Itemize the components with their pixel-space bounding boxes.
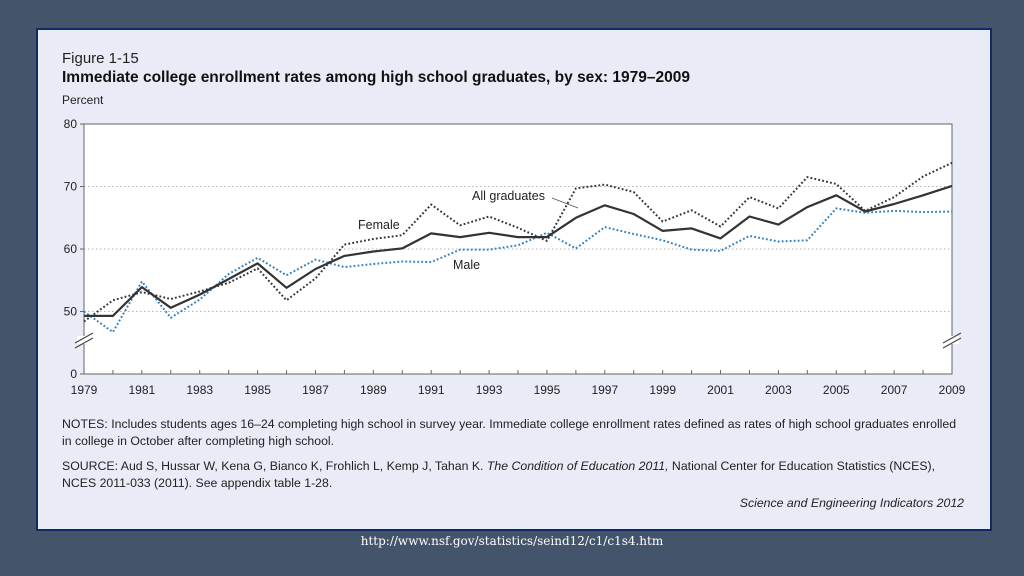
series-label-female: Female — [358, 218, 400, 232]
x-tick-label: 1979 — [71, 383, 98, 397]
source-publication: The Condition of Education 2011, — [486, 459, 669, 473]
x-tick-label: 1997 — [591, 383, 618, 397]
source-suffix: National Center for Education Statistics… — [62, 459, 936, 490]
y-axis-unit-label: Percent — [62, 93, 104, 107]
source-text: SOURCE: Aud S, Hussar W, Kena G, Bianco … — [62, 458, 967, 492]
plot-area — [83, 123, 953, 375]
x-tick-label: 1993 — [476, 383, 503, 397]
x-tick-label: 1999 — [649, 383, 676, 397]
x-tick-label: 1981 — [129, 383, 156, 397]
figure-card: Figure 1-15 Immediate college enrollment… — [36, 28, 992, 531]
figure-label: Figure 1-15 — [62, 50, 139, 67]
x-tick-label: 1995 — [534, 383, 561, 397]
x-tick-label: 1985 — [244, 383, 271, 397]
x-tick-label: 2009 — [939, 383, 966, 397]
axis-break-mark — [74, 337, 94, 349]
source-url: http://www.nsf.gov/statistics/seind12/c1… — [360, 534, 664, 548]
y-tick-label: 50 — [64, 305, 78, 319]
axis-break-mark — [942, 332, 962, 344]
y-tick-label: 70 — [64, 180, 78, 194]
series-label-male: Male — [453, 258, 480, 272]
line-chart: 0 50 60 70 80 1979 1981 1983 1985 1987 1989 1991 199… — [64, 117, 966, 397]
y-tick-label: 60 — [64, 242, 78, 256]
x-tick-label: 2007 — [881, 383, 908, 397]
y-tick-label: 80 — [64, 117, 78, 131]
series-male-line — [83, 207, 953, 334]
series-female-line — [83, 161, 953, 323]
series-label-all-graduates: All graduates — [472, 189, 545, 203]
axis-break-gap — [945, 336, 959, 344]
notes-text: NOTES: Includes students ages 16–24 comp… — [62, 417, 957, 448]
label-leader-line — [551, 197, 579, 209]
axis-break-gap — [77, 336, 91, 344]
x-tick-label: 1983 — [186, 383, 213, 397]
credit-text: Science and Engineering Indicators 2012 — [739, 496, 964, 510]
x-tick-label: 2005 — [823, 383, 850, 397]
series-all-graduates-line — [84, 184, 953, 317]
x-tick-label: 1987 — [302, 383, 329, 397]
x-tick-label: 2003 — [765, 383, 792, 397]
x-tick-label: 1991 — [418, 383, 445, 397]
y-tick-label: 0 — [70, 367, 77, 381]
axis-break-mark — [74, 332, 94, 344]
source-prefix: SOURCE: Aud S, Hussar W, Kena G, Bianco … — [62, 459, 487, 473]
chart-title: Immediate college enrollment rates among… — [62, 69, 690, 86]
x-tick-label: 1989 — [360, 383, 387, 397]
axis-break-mark — [942, 337, 962, 349]
x-tick-label: 2001 — [707, 383, 734, 397]
